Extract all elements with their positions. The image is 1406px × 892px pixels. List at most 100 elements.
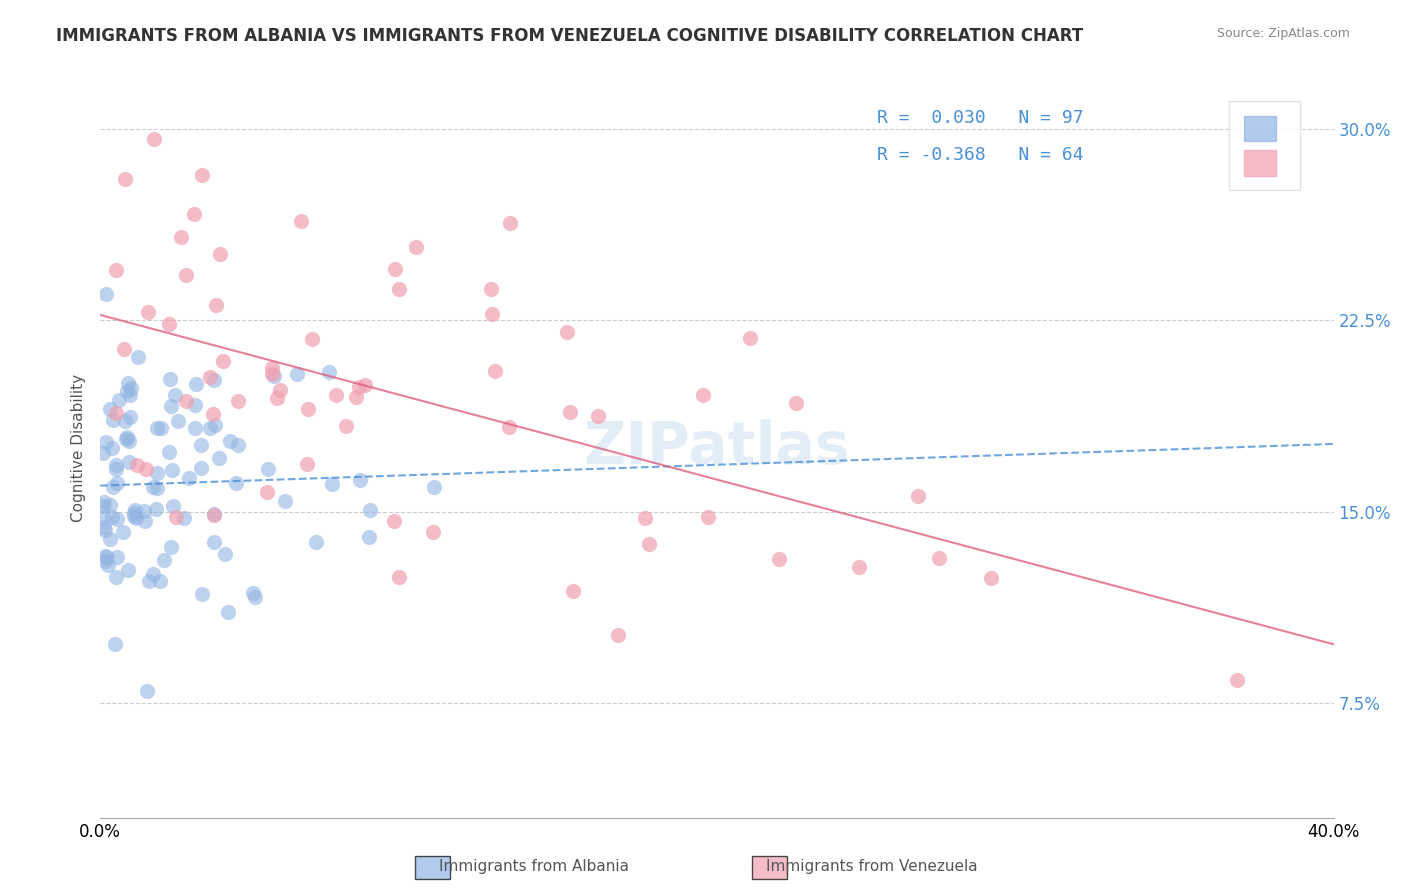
Point <box>170 229 193 244</box>
Point <box>120 410 142 425</box>
Point <box>384 261 406 276</box>
Point <box>1226 673 1249 687</box>
Point <box>94 554 117 568</box>
Point <box>103 412 125 426</box>
Point <box>159 400 181 414</box>
Point <box>257 461 280 475</box>
Point <box>159 371 181 385</box>
Point <box>638 537 661 551</box>
Point <box>91 499 114 513</box>
Point <box>205 298 228 312</box>
Point <box>104 458 127 472</box>
Point <box>359 503 381 517</box>
Point <box>167 414 190 428</box>
Point <box>190 438 212 452</box>
Point <box>100 510 122 524</box>
Point <box>162 499 184 513</box>
Point <box>117 563 139 577</box>
Point <box>297 401 319 416</box>
Point <box>785 396 807 410</box>
Point <box>263 368 285 383</box>
Point <box>118 455 141 469</box>
Point <box>768 551 790 566</box>
Point <box>198 369 221 384</box>
Point <box>104 570 127 584</box>
Point <box>174 268 197 283</box>
Point <box>105 549 128 564</box>
Point <box>145 481 167 495</box>
Text: ZIPatlas: ZIPatlas <box>583 419 851 476</box>
Point <box>93 495 115 509</box>
Point <box>479 282 502 296</box>
Point <box>633 511 655 525</box>
Point <box>146 467 169 481</box>
Point <box>305 534 328 549</box>
Point <box>499 216 522 230</box>
Point <box>606 628 628 642</box>
Point <box>692 388 714 402</box>
Point <box>190 460 212 475</box>
Point <box>118 434 141 448</box>
Point <box>321 477 343 491</box>
Point <box>174 394 197 409</box>
Point <box>696 510 718 524</box>
Point <box>190 587 212 601</box>
Point <box>184 421 207 435</box>
Point <box>200 421 222 435</box>
Point <box>124 503 146 517</box>
Point <box>202 407 225 421</box>
Point <box>347 380 370 394</box>
Point <box>91 509 114 524</box>
Point <box>96 549 118 564</box>
Point <box>103 480 125 494</box>
Point <box>208 450 231 465</box>
Point <box>101 441 124 455</box>
Point <box>136 683 159 698</box>
Point <box>353 378 375 392</box>
Point <box>94 434 117 449</box>
Point <box>217 605 239 619</box>
Point <box>91 445 114 459</box>
Point <box>318 365 340 379</box>
Point <box>349 473 371 487</box>
Point <box>124 506 146 520</box>
Point <box>202 508 225 523</box>
Point <box>260 367 283 381</box>
Point <box>209 247 232 261</box>
Point <box>104 462 127 476</box>
Point <box>226 394 249 409</box>
Point <box>226 438 249 452</box>
Point <box>555 325 578 339</box>
Point <box>388 570 411 584</box>
Point <box>274 494 297 508</box>
Point <box>165 510 187 524</box>
Point <box>558 405 581 419</box>
Point <box>152 553 174 567</box>
Point <box>183 207 205 221</box>
Point <box>297 457 319 471</box>
Point <box>114 414 136 428</box>
Point <box>94 549 117 563</box>
Point <box>423 480 446 494</box>
Point <box>135 462 157 476</box>
Point <box>112 525 135 540</box>
Point <box>388 282 411 296</box>
Point <box>98 533 121 547</box>
Point <box>94 287 117 301</box>
Point <box>93 523 115 537</box>
Point <box>93 520 115 534</box>
Point <box>132 504 155 518</box>
Point <box>344 390 367 404</box>
Point <box>262 360 284 375</box>
Point <box>269 384 291 398</box>
Text: R =  0.030   N = 97: R = 0.030 N = 97 <box>877 109 1084 128</box>
Point <box>142 480 165 494</box>
Point <box>242 586 264 600</box>
Point <box>145 502 167 516</box>
Point <box>114 432 136 446</box>
Point <box>202 507 225 521</box>
Point <box>105 512 128 526</box>
Point <box>173 511 195 525</box>
Point <box>107 392 129 407</box>
Text: IMMIGRANTS FROM ALBANIA VS IMMIGRANTS FROM VENEZUELA COGNITIVE DISABILITY CORREL: IMMIGRANTS FROM ALBANIA VS IMMIGRANTS FR… <box>56 27 1084 45</box>
